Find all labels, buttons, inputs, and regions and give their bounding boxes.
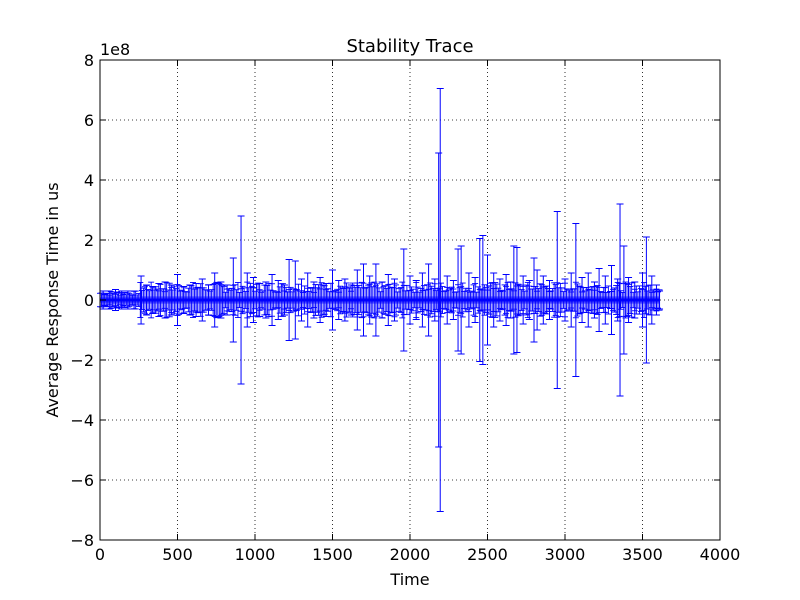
x-tick-label: 3000	[545, 545, 586, 564]
y-tick-label: 6	[84, 111, 94, 130]
axis-tick-labels: 0 500 1000 1500 2000 2500 3000 3500 4000 −8 −6 −4 −2…	[70, 51, 740, 564]
x-tick-label: 2000	[390, 545, 431, 564]
y-tick-label: 8	[84, 51, 94, 70]
y-tick-label: −8	[70, 531, 94, 550]
y-tick-label: 0	[84, 291, 94, 310]
y-tick-label: −2	[70, 351, 94, 370]
chart-title: Stability Trace	[346, 36, 473, 57]
y-offset-label: 1e8	[100, 40, 130, 59]
mean-trace-band	[100, 296, 660, 304]
x-axis-label: Time	[389, 570, 429, 589]
error-bar-series	[97, 88, 664, 512]
x-tick-label: 1500	[312, 545, 353, 564]
y-tick-label: −6	[70, 471, 94, 490]
y-tick-label: 2	[84, 231, 94, 250]
y-tick-label: −4	[70, 411, 94, 430]
x-tick-label: 500	[162, 545, 193, 564]
plot-frame	[99, 59, 721, 541]
y-axis-label: Average Response Time in us	[43, 182, 62, 417]
x-tick-label: 2500	[467, 545, 508, 564]
x-tick-label: 1000	[235, 545, 276, 564]
x-tick-label: 4000	[700, 545, 741, 564]
y-tick-label: 4	[84, 171, 94, 190]
x-tick-label: 3500	[622, 545, 663, 564]
x-tick-label: 0	[95, 545, 105, 564]
